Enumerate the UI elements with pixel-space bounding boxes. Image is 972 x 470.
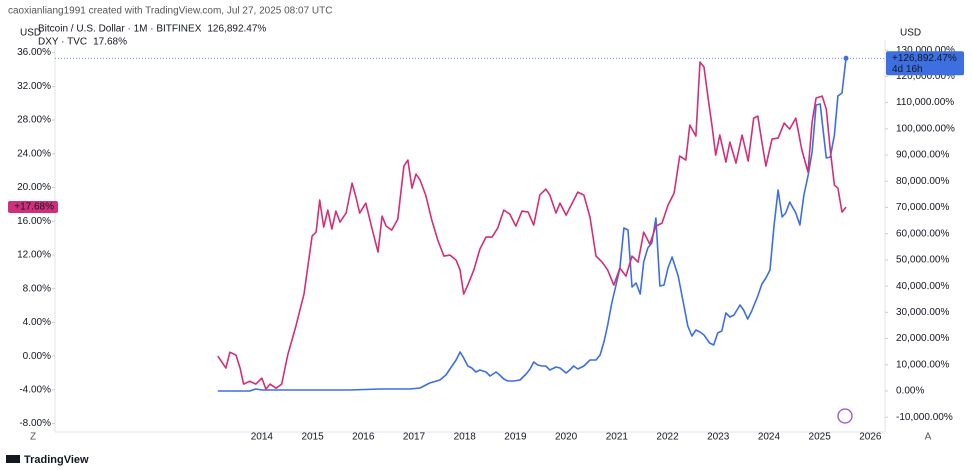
x-tick-label: 2014 [251, 432, 274, 443]
y2-tick-label: 30,000.00% [896, 307, 949, 318]
price-tag-bg [886, 51, 964, 76]
x-tick-label: 2023 [707, 432, 730, 443]
brand: TradingView [24, 454, 89, 466]
y-tick-label: 36.00% [17, 47, 51, 58]
y-tick-label: 28.00% [17, 115, 51, 126]
legend-value: 17.68% [93, 37, 127, 48]
x-tick-label: 2016 [352, 432, 375, 443]
header: caoxianliang1991 created with TradingVie… [8, 6, 332, 17]
y-axis-label: USD [20, 28, 41, 39]
y2-tick-label: 100,000.00% [896, 123, 955, 134]
y-tick-label: 20.00% [17, 182, 51, 193]
y-tick-label: 32.00% [17, 81, 51, 92]
y2-tick-label: 10,000.00% [896, 359, 949, 370]
y-tick-label: 4.00% [23, 317, 51, 328]
legend-name: Bitcoin / U.S. Dollar · 1M · BITFINEX [38, 24, 202, 35]
series-line [217, 58, 847, 392]
y2-tick-label: 120,000.00% [896, 71, 955, 82]
y2-tick-label: 70,000.00% [896, 202, 949, 213]
y-tick-label: 12.00% [17, 250, 51, 261]
brand-logo [6, 455, 20, 463]
y2-axis-label: USD [900, 28, 921, 39]
price-tag: +126,892.47% [892, 53, 957, 64]
price-tag-bg [8, 201, 58, 214]
legend-value: 126,892.47% [207, 24, 266, 35]
y2-tick-label: 90,000.00% [896, 150, 949, 161]
x-tick-label: 2018 [454, 432, 477, 443]
x-tick-label: 2024 [758, 432, 781, 443]
legend-item: DXY · TVC 17.68% [38, 37, 127, 48]
x-tick-label: 2021 [606, 432, 629, 443]
y2-tick-label: -10,000.00% [896, 412, 953, 423]
y-tick-label: 24.00% [17, 148, 51, 159]
y2-tick-label: 110,000.00% [896, 97, 954, 108]
y-tick-label: 8.00% [23, 283, 51, 294]
x-tick-label: 2019 [504, 432, 527, 443]
y2-tick-label: 60,000.00% [896, 228, 949, 239]
countdown: 4d 16h [892, 64, 923, 75]
y2-tick-label: 40,000.00% [896, 281, 949, 292]
x-tick-label: 2017 [403, 432, 426, 443]
y-tick-label: -8.00% [19, 418, 51, 429]
y-tick-label: -4.00% [19, 384, 51, 395]
y2-tick-label: 0.00% [896, 386, 924, 397]
y2-tick-label: 20,000.00% [896, 333, 949, 344]
y2-tick-label: 80,000.00% [896, 176, 949, 187]
series-line [217, 61, 847, 390]
y-tick-label: 0.00% [23, 351, 51, 362]
y-tick-label: 16.00% [17, 216, 51, 227]
price-tag: +17.68% [14, 202, 54, 213]
y2-tick-label: 130,000.00% [896, 45, 955, 56]
x-tick-label: 2025 [809, 432, 832, 443]
last-point [843, 55, 849, 61]
scale-button[interactable]: Z [30, 432, 36, 443]
x-tick-label: 2022 [656, 432, 679, 443]
legend-name: DXY · TVC [38, 37, 87, 48]
x-tick-label: 2015 [301, 432, 324, 443]
flash-icon[interactable] [837, 408, 853, 424]
legend-item: Bitcoin / U.S. Dollar · 1M · BITFINEX 126… [38, 24, 266, 35]
y2-tick-label: 50,000.00% [896, 255, 949, 266]
x-tick-label: 2020 [555, 432, 578, 443]
auto-button[interactable]: A [925, 432, 932, 443]
x-tick-label: 2026 [859, 432, 882, 443]
